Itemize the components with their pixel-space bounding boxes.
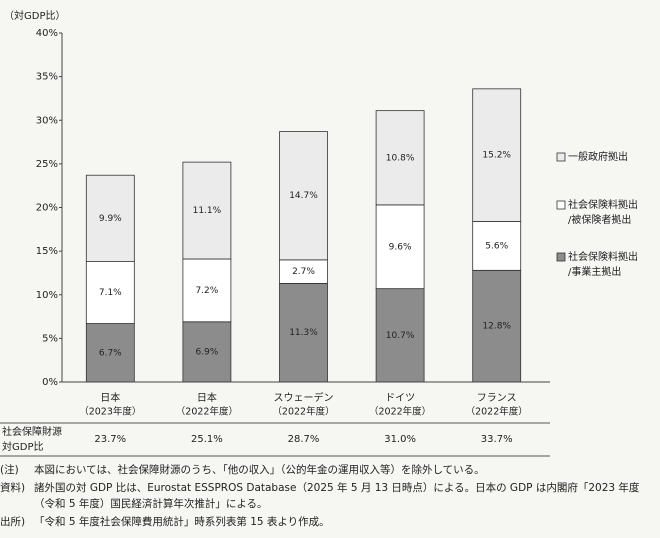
value-label: 12.8% [482, 322, 511, 332]
legend-swatch [556, 252, 566, 262]
bar-segment [472, 88, 522, 222]
y-tick-label: 15% [36, 246, 58, 257]
value-label: 2.7% [292, 267, 315, 277]
legend-swatch [556, 152, 566, 162]
total-value: 28.7% [288, 434, 320, 445]
note: (注) 本図においては、社会保障財源のうち、「他の収入」（公的年金の運用収入等）を… [0, 462, 650, 478]
note: 出所) 「令和 5 年度社会保障費用統計」時系列表第 15 表より作成。 [0, 514, 650, 530]
value-label: 6.7% [99, 348, 122, 358]
y-tick-label: 5% [42, 333, 58, 344]
legend-label: 一般政府拠出 [568, 152, 628, 163]
bar-segment [182, 258, 232, 323]
y-tick-label: 40% [36, 28, 58, 39]
x-tick-label: フランス [477, 392, 517, 404]
total-value: 25.1% [191, 434, 223, 445]
y-tick-label: 35% [36, 72, 58, 83]
bar-segment [85, 261, 135, 324]
note-prefix: (注) [0, 464, 19, 476]
value-label: 10.7% [386, 331, 415, 341]
note-prefix: 資料) [0, 482, 26, 494]
value-label: 7.1% [99, 288, 122, 298]
y-tick-label: 25% [36, 159, 58, 170]
total-value: 23.7% [94, 434, 126, 445]
note-text: 諸外国の対 GDP 比は、Eurostat ESSPROS Database（2… [34, 482, 640, 510]
legend-label: 社会保険料拠出 /被保険者拠出 [568, 200, 638, 226]
bar-segment [375, 110, 425, 206]
total-value: 31.0% [384, 434, 416, 445]
total-value: 33.7% [481, 434, 513, 445]
value-label: 9.6% [389, 242, 412, 252]
legend-swatch [556, 200, 566, 210]
value-label: 15.2% [482, 151, 511, 161]
y-axis-label: （対GDP比） [4, 9, 65, 22]
note-text: 「令和 5 年度社会保障費用統計」時系列表第 15 表より作成。 [34, 516, 330, 528]
x-tick-label: スウェーデン [274, 391, 334, 404]
x-tick-sublabel: （2022年度） [369, 406, 431, 418]
x-tick-label: 日本 [197, 391, 217, 404]
value-label: 5.6% [485, 241, 508, 251]
y-tick-label: 20% [36, 203, 58, 214]
x-tick-sublabel: （2022年度） [466, 406, 528, 418]
note-prefix: 出所) [0, 516, 26, 528]
bar-segment [279, 283, 328, 383]
x-tick-label: 日本 [100, 391, 120, 404]
note-text: 本図においては、社会保障財源のうち、「他の収入」（公的年金の運用収入等）を除外し… [34, 464, 485, 476]
bar-segment [279, 131, 328, 261]
legend-label: 社会保険料拠出 /事業主拠出 [568, 252, 638, 278]
bar-segment [472, 269, 522, 383]
y-tick-label: 30% [36, 115, 58, 126]
bar-segment [85, 174, 135, 262]
value-label: 14.7% [289, 191, 318, 201]
y-tick-label: 0% [42, 377, 58, 388]
x-tick-sublabel: （2022年度） [176, 406, 238, 418]
value-label: 9.9% [99, 214, 122, 224]
value-label: 6.9% [195, 347, 218, 357]
value-label: 11.3% [289, 328, 318, 338]
y-tick-label: 10% [36, 290, 58, 301]
totals-label: 社会保障財源 対GDP比 [2, 427, 62, 453]
bar-segment [375, 204, 425, 290]
x-tick-label: ドイツ [385, 393, 415, 404]
x-tick-sublabel: （2022年度） [272, 406, 334, 418]
value-label: 7.2% [195, 286, 218, 296]
value-label: 11.1% [193, 206, 222, 216]
bar-segment [182, 161, 232, 260]
bar-segment [472, 221, 522, 271]
bar-segment [182, 321, 232, 383]
value-label: 10.8% [386, 153, 415, 163]
note: 資料) 諸外国の対 GDP 比は、Eurostat ESSPROS Databas… [0, 480, 650, 512]
x-tick-sublabel: （2023年度） [79, 406, 141, 418]
bar-segment [375, 288, 425, 383]
